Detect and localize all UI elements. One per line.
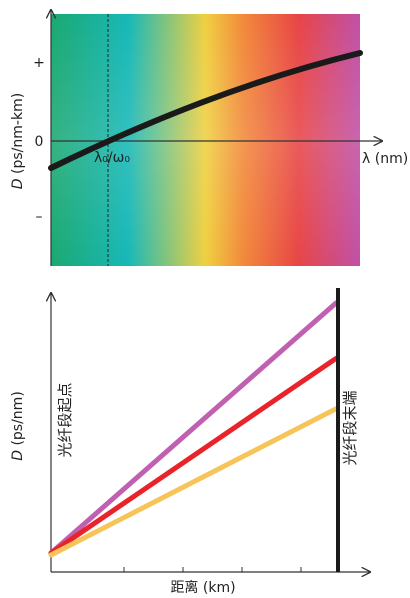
lambda0-label: λ₀/ω₀	[94, 150, 130, 166]
top-panel: + 0 – D (ps/nm-km) λ (nm) λ₀/ω₀	[10, 10, 408, 266]
bottom-x-axis-label: 距离 (km)	[170, 579, 235, 596]
bottom-panel: D (ps/nm) 光纤段起点 光纤段末端 距离 (km)	[10, 288, 370, 596]
y-tick-plus: +	[33, 55, 45, 71]
top-x-axis-label: λ (nm)	[362, 151, 408, 167]
spectrum-shading	[51, 14, 360, 266]
y-tick-minus: –	[36, 209, 43, 225]
y-tick-zero: 0	[35, 134, 44, 150]
bottom-y-axis-label-italic: D	[10, 450, 26, 461]
top-y-axis-label-italic: D	[10, 178, 26, 189]
bottom-y-axis-label: D (ps/nm)	[10, 391, 26, 461]
top-y-axis-label: D (ps/nm-km)	[10, 93, 26, 189]
bottom-y-axis-label-rest: (ps/nm)	[10, 391, 26, 450]
span-start-label: 光纤段起点	[56, 382, 74, 457]
dispersion-line-yellow	[48, 406, 339, 558]
dispersion-curve	[48, 50, 363, 171]
top-y-axis-label-rest: (ps/nm-km)	[10, 93, 26, 179]
span-end-label: 光纤段末端	[341, 390, 359, 465]
dispersion-line-red	[48, 355, 339, 556]
dispersion-line-purple	[48, 300, 339, 556]
